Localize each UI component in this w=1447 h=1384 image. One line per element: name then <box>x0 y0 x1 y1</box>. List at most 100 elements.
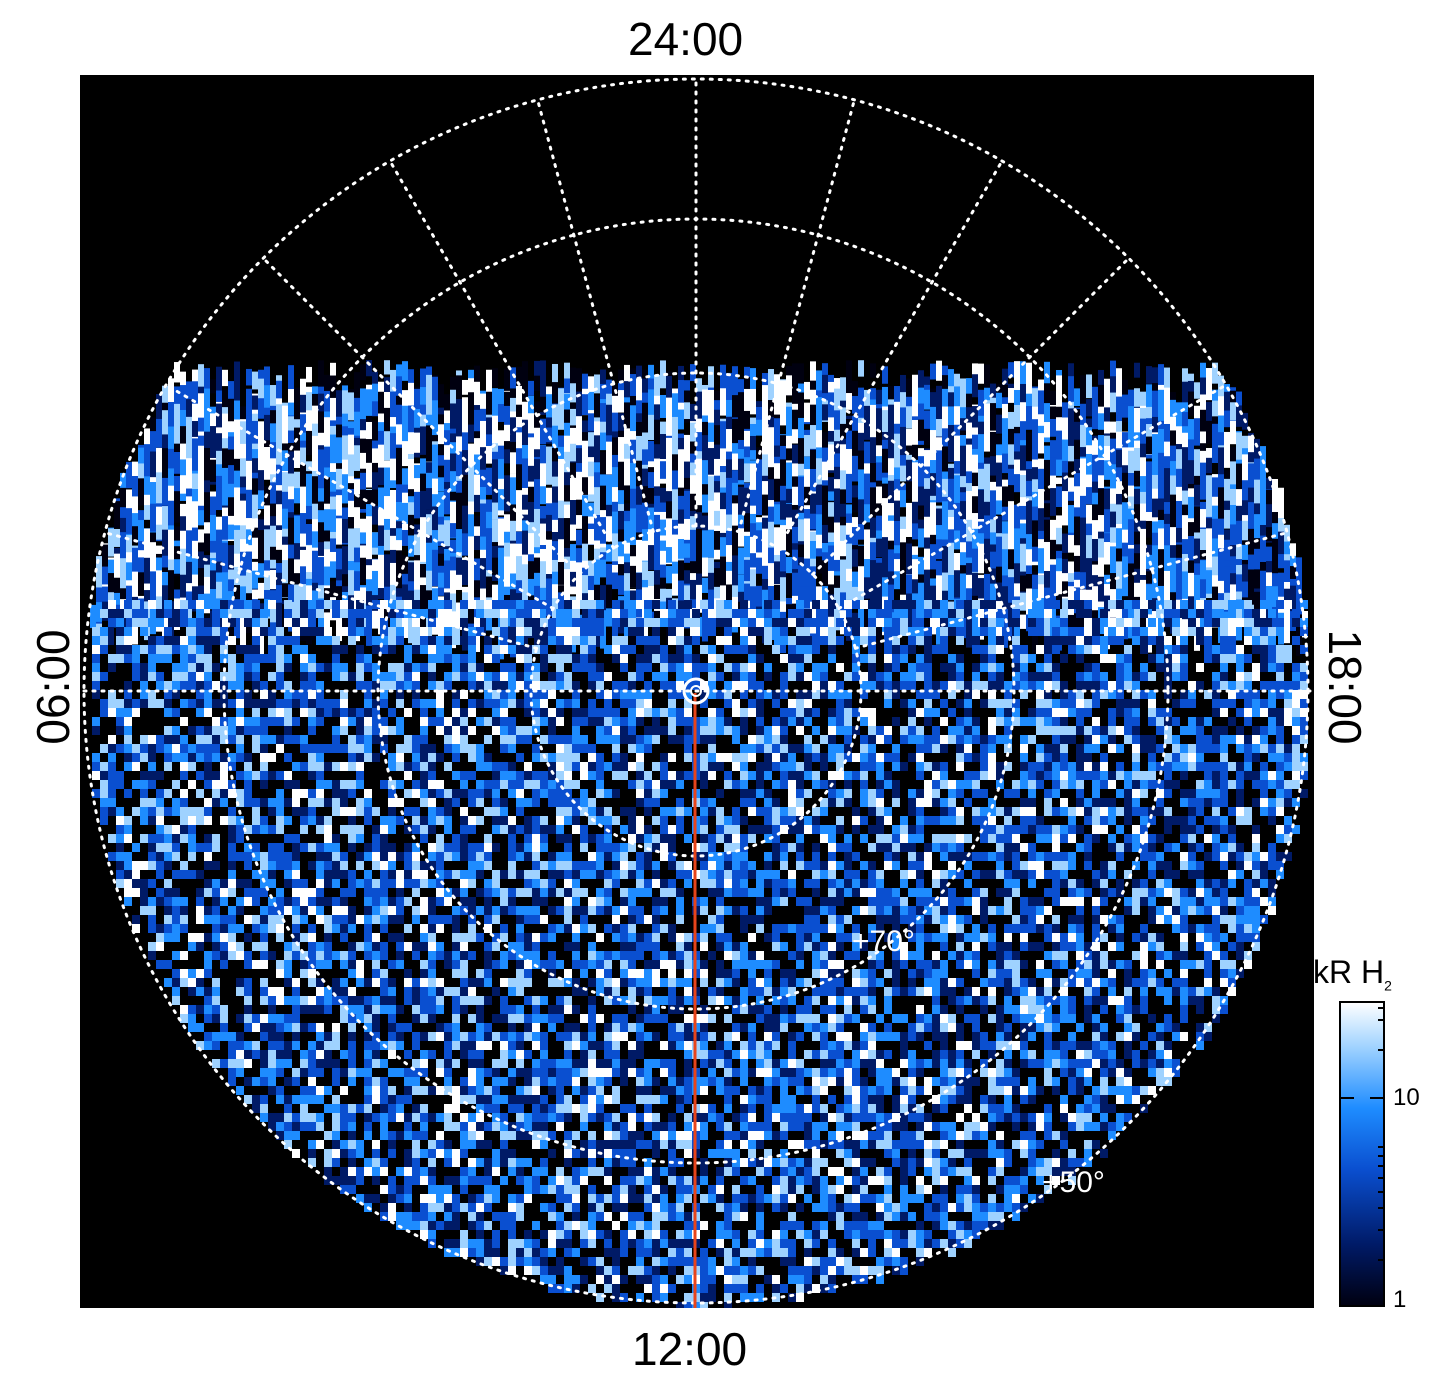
emission-cell <box>740 618 748 627</box>
emission-cell <box>174 501 180 520</box>
emission-cell <box>528 533 534 563</box>
emission-cell <box>876 681 884 690</box>
emission-cell <box>378 467 384 497</box>
emission-cell <box>588 413 594 433</box>
emission-cell <box>932 708 940 717</box>
emission-cell <box>572 699 580 708</box>
emission-cell <box>1268 699 1276 708</box>
emission-cell <box>580 654 588 663</box>
emission-cell <box>364 627 372 636</box>
emission-cell <box>624 402 630 434</box>
emission-cell <box>1228 699 1236 708</box>
emission-cell <box>456 529 462 569</box>
emission-cell <box>1036 672 1044 681</box>
emission-cell <box>378 509 384 526</box>
emission-cell <box>984 560 990 582</box>
emission-cell <box>654 495 660 526</box>
emission-cell <box>524 663 532 672</box>
emission-cell <box>900 699 908 708</box>
emission-cell <box>792 572 798 616</box>
emission-cell <box>876 408 882 444</box>
emission-cell <box>1002 521 1008 538</box>
emission-cell <box>744 513 750 545</box>
emission-cell <box>312 435 318 459</box>
emission-cell <box>1044 663 1052 672</box>
emission-cell <box>534 529 540 553</box>
emission-cell <box>1170 475 1176 508</box>
emission-cell <box>372 383 378 407</box>
emission-cell <box>576 448 582 464</box>
emission-cell <box>916 663 924 672</box>
emission-cell <box>1146 461 1152 482</box>
emission-cell <box>192 381 198 410</box>
emission-cell <box>1062 460 1068 477</box>
emission-cell <box>628 627 636 636</box>
emission-cell <box>768 450 774 472</box>
emission-cell <box>100 636 108 645</box>
emission-cell <box>492 726 500 735</box>
emission-cell <box>690 441 696 463</box>
emission-cell <box>724 600 732 609</box>
emission-cell <box>1008 411 1014 443</box>
emission-cell <box>196 735 204 744</box>
emission-cell <box>908 636 916 645</box>
emission-cell <box>1140 457 1146 490</box>
emission-cell <box>96 556 102 591</box>
emission-cell <box>676 672 684 681</box>
emission-cell <box>708 529 714 572</box>
emission-cell <box>342 518 348 543</box>
emission-cell <box>932 681 940 690</box>
emission-cell <box>660 519 666 536</box>
emission-cell <box>724 618 732 627</box>
emission-cell <box>124 681 132 690</box>
emission-cell <box>756 654 764 663</box>
emission-cell <box>468 672 476 681</box>
emission-cell <box>1044 570 1050 595</box>
emission-cell <box>474 535 480 551</box>
emission-cell <box>1110 511 1116 537</box>
emission-cell <box>340 645 348 654</box>
emission-cell <box>948 672 956 681</box>
emission-cell <box>1116 618 1124 627</box>
emission-cell <box>1220 627 1228 636</box>
emission-cell <box>1134 504 1140 521</box>
emission-cell <box>228 654 236 663</box>
emission-cell <box>748 654 756 663</box>
emission-cell <box>306 545 312 579</box>
emission-cell <box>212 636 220 645</box>
emission-cell <box>1020 645 1028 654</box>
emission-cell <box>966 541 972 569</box>
emission-cell <box>342 479 348 505</box>
emission-cell <box>300 654 308 663</box>
emission-cell <box>180 530 186 554</box>
emission-cell <box>924 609 932 618</box>
emission-cell <box>372 490 378 507</box>
emission-cell <box>108 708 116 717</box>
emission-cell <box>308 672 316 681</box>
emission-cell <box>312 405 318 430</box>
emission-cell <box>264 366 270 397</box>
emission-cell <box>804 654 812 663</box>
emission-cell <box>606 544 612 572</box>
emission-cell <box>156 735 164 744</box>
emission-cell <box>756 419 762 436</box>
emission-cell <box>1132 726 1140 735</box>
emission-cell <box>648 472 654 488</box>
emission-cell <box>1116 636 1124 645</box>
emission-cell <box>1108 618 1116 627</box>
emission-cell <box>228 672 236 681</box>
emission-cell <box>396 463 402 501</box>
emission-cell <box>1050 440 1056 465</box>
emission-cell <box>360 419 366 440</box>
emission-cell <box>276 428 282 458</box>
emission-cell <box>1098 384 1104 423</box>
emission-cell <box>156 618 164 627</box>
emission-cell <box>700 717 708 726</box>
emission-cell <box>540 708 548 717</box>
emission-cell <box>312 393 318 417</box>
emission-cell <box>140 663 148 672</box>
emission-cell <box>740 636 748 645</box>
emission-cell <box>390 391 396 419</box>
emission-cell <box>796 726 804 735</box>
emission-cell <box>364 735 372 744</box>
